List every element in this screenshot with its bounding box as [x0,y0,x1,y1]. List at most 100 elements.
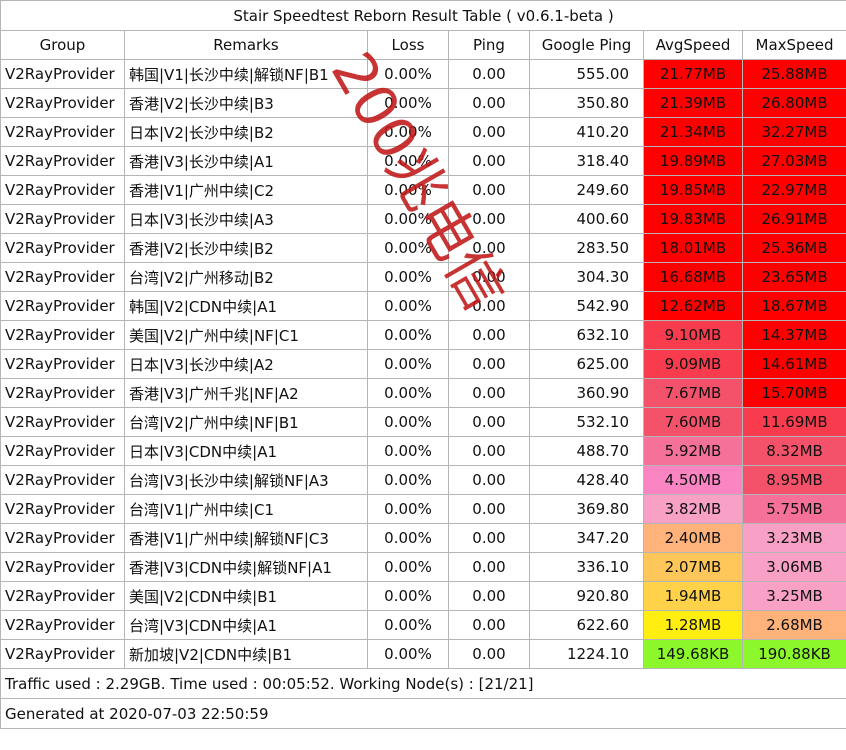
cell-avg-speed: 19.85MB [643,175,743,205]
table-row: V2RayProvider 台湾|V2|广州中续|NF|B1 0.00% 0.00 53… [0,407,846,437]
table-row: V2RayProvider 韩国|V1|长沙中续|解锁NF|B1 0.00% 0.00… [0,59,846,89]
table-row: V2RayProvider 美国|V2|CDN中续|B1 0.00% 0.00 920.… [0,581,846,611]
cell-max-speed: 3.06MB [741,552,846,582]
table-row: V2RayProvider 韩国|V2|CDN中续|A1 0.00% 0.00 542.… [0,291,846,321]
cell-loss: 0.00% [367,465,449,495]
cell-avg-speed: 4.50MB [643,465,743,495]
cell-loss: 0.00% [367,117,449,147]
cell-group: V2RayProvider [0,436,125,466]
cell-google-ping: 350.80 [529,88,644,118]
cell-group: V2RayProvider [0,378,125,408]
cell-google-ping: 1224.10 [529,639,644,669]
cell-avg-speed: 9.09MB [643,349,743,379]
cell-loss: 0.00% [367,59,449,89]
cell-ping: 0.00 [448,436,530,466]
cell-google-ping: 532.10 [529,407,644,437]
cell-remarks: 美国|V2|CDN中续|B1 [124,581,368,611]
table-row: V2RayProvider 香港|V1|广州中续|C2 0.00% 0.00 249.6… [0,175,846,205]
cell-avg-speed: 21.77MB [643,59,743,89]
header-google-ping: Google Ping [529,30,644,60]
header-ping: Ping [448,30,530,60]
cell-ping: 0.00 [448,494,530,524]
cell-avg-speed: 21.39MB [643,88,743,118]
cell-google-ping: 249.60 [529,175,644,205]
table-row: V2RayProvider 香港|V3|广州千兆|NF|A2 0.00% 0.00 36… [0,378,846,408]
cell-remarks: 香港|V3|长沙中续|A1 [124,146,368,176]
cell-max-speed: 18.67MB [741,291,846,321]
cell-google-ping: 318.40 [529,146,644,176]
cell-ping: 0.00 [448,262,530,292]
cell-ping: 0.00 [448,639,530,669]
cell-loss: 0.00% [367,233,449,263]
cell-google-ping: 625.00 [529,349,644,379]
cell-loss: 0.00% [367,378,449,408]
cell-loss: 0.00% [367,581,449,611]
cell-max-speed: 11.69MB [741,407,846,437]
table-row: V2RayProvider 台湾|V1|广州中续|C1 0.00% 0.00 369.8… [0,494,846,524]
cell-max-speed: 32.27MB [741,117,846,147]
cell-avg-speed: 5.92MB [643,436,743,466]
cell-remarks: 台湾|V2|广州中续|NF|B1 [124,407,368,437]
cell-loss: 0.00% [367,204,449,234]
cell-group: V2RayProvider [0,59,125,89]
cell-avg-speed: 149.68KB [643,639,743,669]
cell-loss: 0.00% [367,88,449,118]
cell-avg-speed: 1.28MB [643,610,743,640]
header-max-speed: MaxSpeed [741,30,846,60]
cell-google-ping: 336.10 [529,552,644,582]
cell-loss: 0.00% [367,349,449,379]
cell-group: V2RayProvider [0,494,125,524]
cell-loss: 0.00% [367,262,449,292]
table-body: V2RayProvider 韩国|V1|长沙中续|解锁NF|B1 0.00% 0.00… [0,59,846,669]
cell-remarks: 香港|V1|广州中续|C2 [124,175,368,205]
cell-avg-speed: 2.40MB [643,523,743,553]
cell-loss: 0.00% [367,552,449,582]
cell-max-speed: 2.68MB [741,610,846,640]
cell-group: V2RayProvider [0,523,125,553]
cell-remarks: 香港|V1|广州中续|解锁NF|C3 [124,523,368,553]
cell-google-ping: 622.60 [529,610,644,640]
cell-avg-speed: 1.94MB [643,581,743,611]
cell-remarks: 香港|V3|广州千兆|NF|A2 [124,378,368,408]
cell-ping: 0.00 [448,581,530,611]
cell-loss: 0.00% [367,175,449,205]
cell-group: V2RayProvider [0,117,125,147]
cell-google-ping: 632.10 [529,320,644,350]
table-row: V2RayProvider 新加坡|V2|CDN中续|B1 0.00% 0.00 122… [0,639,846,669]
cell-google-ping: 542.90 [529,291,644,321]
cell-ping: 0.00 [448,523,530,553]
cell-loss: 0.00% [367,407,449,437]
cell-max-speed: 14.61MB [741,349,846,379]
cell-google-ping: 304.30 [529,262,644,292]
cell-remarks: 美国|V2|广州中续|NF|C1 [124,320,368,350]
cell-avg-speed: 3.82MB [643,494,743,524]
table-row: V2RayProvider 香港|V3|CDN中续|解锁NF|A1 0.00% 0.0… [0,552,846,582]
cell-max-speed: 14.37MB [741,320,846,350]
cell-group: V2RayProvider [0,349,125,379]
cell-avg-speed: 12.62MB [643,291,743,321]
cell-remarks: 韩国|V1|长沙中续|解锁NF|B1 [124,59,368,89]
cell-max-speed: 25.36MB [741,233,846,263]
cell-group: V2RayProvider [0,204,125,234]
cell-ping: 0.00 [448,59,530,89]
cell-google-ping: 283.50 [529,233,644,263]
cell-google-ping: 920.80 [529,581,644,611]
cell-google-ping: 400.60 [529,204,644,234]
result-table: Stair Speedtest Reborn Result Table ( v0… [0,0,846,729]
table-title: Stair Speedtest Reborn Result Table ( v0… [0,0,846,31]
cell-remarks: 台湾|V1|广州中续|C1 [124,494,368,524]
cell-ping: 0.00 [448,117,530,147]
table-row: V2RayProvider 香港|V2|长沙中续|B2 0.00% 0.00 283.5… [0,233,846,263]
cell-ping: 0.00 [448,465,530,495]
table-row: V2RayProvider 日本|V3|长沙中续|A3 0.00% 0.00 400.6… [0,204,846,234]
cell-group: V2RayProvider [0,175,125,205]
cell-google-ping: 369.80 [529,494,644,524]
cell-remarks: 台湾|V3|长沙中续|解锁NF|A3 [124,465,368,495]
cell-max-speed: 15.70MB [741,378,846,408]
cell-avg-speed: 16.68MB [643,262,743,292]
table-row: V2RayProvider 香港|V1|广州中续|解锁NF|C3 0.00% 0.00… [0,523,846,553]
cell-group: V2RayProvider [0,407,125,437]
cell-remarks: 新加坡|V2|CDN中续|B1 [124,639,368,669]
cell-loss: 0.00% [367,523,449,553]
cell-max-speed: 3.23MB [741,523,846,553]
